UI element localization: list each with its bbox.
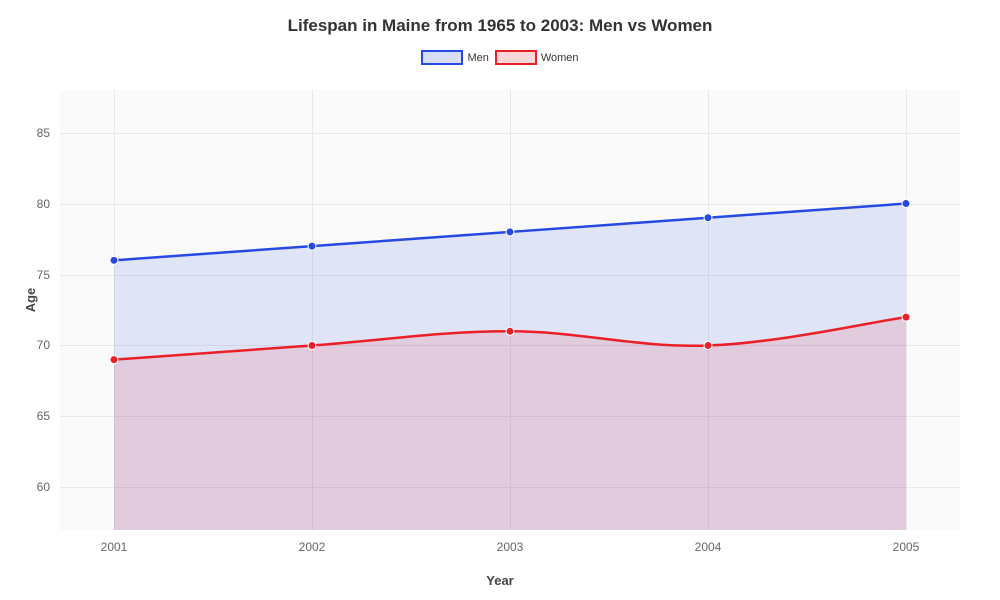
- legend: Men Women: [0, 50, 1000, 65]
- y-tick-label: 70: [37, 338, 50, 352]
- legend-label-men: Men: [467, 52, 488, 64]
- y-tick-label: 75: [37, 268, 50, 282]
- chart-svg: [60, 90, 960, 530]
- series-marker-women: [704, 341, 712, 349]
- x-tick-label: 2004: [695, 540, 722, 554]
- chart-container: Lifespan in Maine from 1965 to 2003: Men…: [0, 0, 1000, 600]
- x-tick-label: 2001: [101, 540, 128, 554]
- series-marker-men: [902, 200, 910, 208]
- series-marker-women: [506, 327, 514, 335]
- y-tick-label: 65: [37, 409, 50, 423]
- y-tick-label: 85: [37, 126, 50, 140]
- x-tick-label: 2002: [299, 540, 326, 554]
- legend-item-men: Men: [421, 50, 488, 65]
- x-tick-label: 2003: [497, 540, 524, 554]
- series-marker-women: [902, 313, 910, 321]
- x-tick-label: 2005: [893, 540, 920, 554]
- series-marker-men: [704, 214, 712, 222]
- y-axis-label: Age: [23, 288, 38, 313]
- y-tick-label: 80: [37, 197, 50, 211]
- legend-swatch-men: [421, 50, 463, 65]
- series-marker-women: [308, 341, 316, 349]
- chart-title: Lifespan in Maine from 1965 to 2003: Men…: [0, 0, 1000, 36]
- legend-item-women: Women: [495, 50, 579, 65]
- series-marker-men: [110, 256, 118, 264]
- plot-area: 20012002200320042005 606570758085: [60, 90, 960, 530]
- x-axis-label: Year: [486, 573, 513, 588]
- y-tick-label: 60: [37, 480, 50, 494]
- series-marker-men: [506, 228, 514, 236]
- series-marker-women: [110, 356, 118, 364]
- series-marker-men: [308, 242, 316, 250]
- legend-label-women: Women: [541, 52, 579, 64]
- legend-swatch-women: [495, 50, 537, 65]
